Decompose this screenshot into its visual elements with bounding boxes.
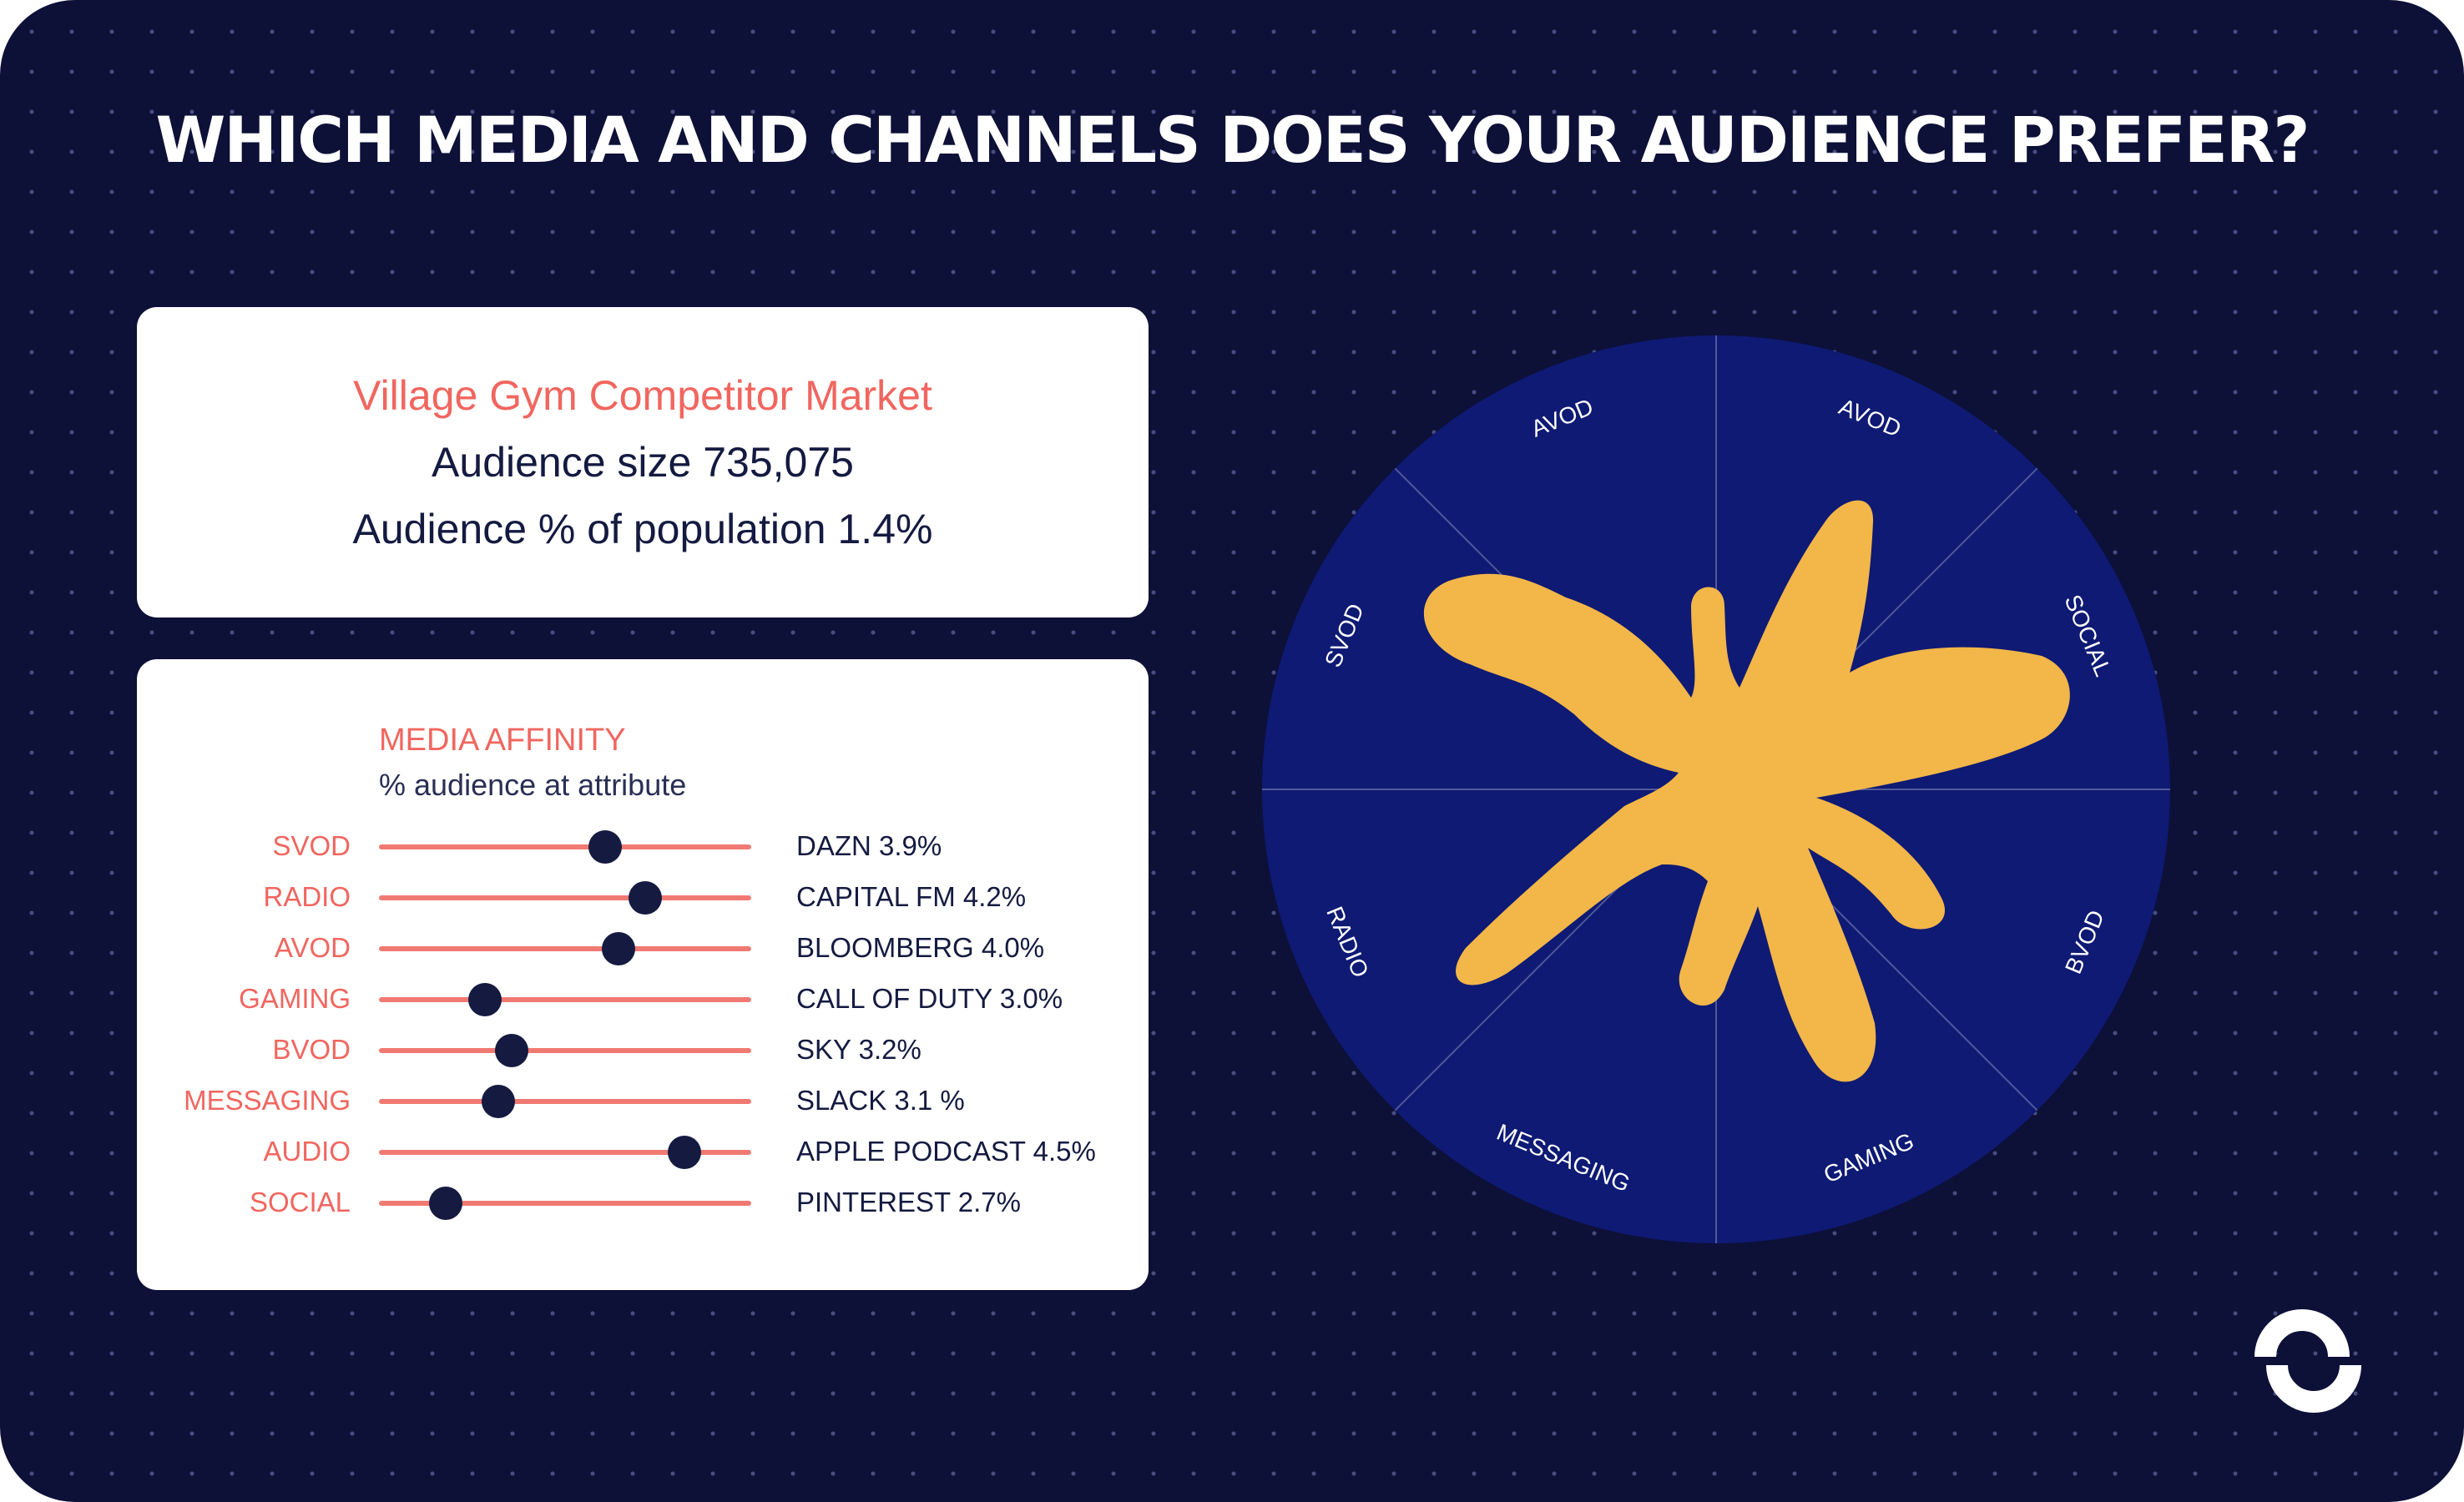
affinity-category: GAMING — [239, 983, 351, 1014]
affinity-value-label: SLACK 3.1 % — [796, 1085, 965, 1116]
affinity-value-label: PINTEREST 2.7% — [796, 1187, 1021, 1217]
affinity-row: SOCIAL PINTEREST 2.7% — [137, 1177, 1149, 1227]
affinity-category: MESSAGING — [184, 1085, 351, 1116]
audience-size: Audience size 735,075 — [432, 439, 854, 486]
affinity-row: AUDIO APPLE PODCAST 4.5% — [137, 1126, 1149, 1177]
affinity-row: MESSAGING SLACK 3.1 % — [137, 1076, 1149, 1126]
affinity-value-label: DAZN 3.9% — [796, 830, 942, 861]
affinity-dot — [468, 983, 502, 1016]
affinity-dot — [668, 1136, 702, 1169]
affinity-track — [379, 946, 751, 951]
affinity-track — [379, 1150, 751, 1155]
media-affinity-card: MEDIA AFFINITY % audience at attribute S… — [137, 659, 1149, 1290]
affinity-track — [379, 1099, 751, 1104]
affinity-dot — [588, 830, 622, 864]
affinity-category: SVOD — [272, 830, 351, 861]
affinity-category: AVOD — [274, 932, 351, 963]
affinity-track — [379, 997, 751, 1002]
brand-s-logo-icon — [2254, 1309, 2361, 1413]
affinity-track — [379, 844, 751, 849]
affinity-value-label: APPLE PODCAST 4.5% — [796, 1136, 1096, 1167]
affinity-category: BVOD — [272, 1034, 351, 1065]
affinity-value-label: CAPITAL FM 4.2% — [796, 881, 1027, 912]
affinity-row: BVOD SKY 3.2% — [137, 1025, 1149, 1075]
affinity-value-label: BLOOMBERG 4.0% — [796, 932, 1045, 963]
affinity-dot — [601, 932, 635, 965]
affinity-category: RADIO — [263, 881, 351, 912]
market-name: Village Gym Competitor Market — [353, 372, 932, 419]
page-title: WHICH MEDIA AND CHANNELS DOES YOUR AUDIE… — [155, 103, 2310, 177]
affinity-dot — [482, 1085, 516, 1118]
media-radar-chart: AVODSOCIALBVODGAMINGMESSAGINGRADIOSVODAV… — [1262, 335, 2170, 1243]
affinity-category: AUDIO — [263, 1136, 351, 1167]
affinity-value-label: SKY 3.2% — [796, 1034, 921, 1065]
affinity-dot — [428, 1187, 462, 1220]
affinity-category: SOCIAL — [249, 1187, 351, 1217]
affinity-dot — [495, 1034, 529, 1067]
affinity-dot — [628, 881, 662, 915]
affinity-subheading: % audience at attribute — [379, 768, 687, 802]
affinity-row: GAMING CALL OF DUTY 3.0% — [137, 974, 1149, 1024]
affinity-heading: MEDIA AFFINITY — [379, 723, 626, 758]
affinity-row: AVOD BLOOMBERG 4.0% — [137, 923, 1149, 973]
affinity-row: RADIO CAPITAL FM 4.2% — [137, 872, 1149, 922]
affinity-value-label: CALL OF DUTY 3.0% — [796, 983, 1063, 1014]
affinity-row: SVOD DAZN 3.9% — [137, 821, 1149, 871]
audience-info-card: Village Gym Competitor Market Audience s… — [137, 307, 1149, 617]
audience-shape — [1423, 500, 2070, 1082]
affinity-track — [379, 895, 751, 900]
audience-percent: Audience % of population 1.4% — [352, 506, 933, 552]
affinity-track — [379, 1201, 751, 1206]
affinity-track — [379, 1048, 751, 1053]
